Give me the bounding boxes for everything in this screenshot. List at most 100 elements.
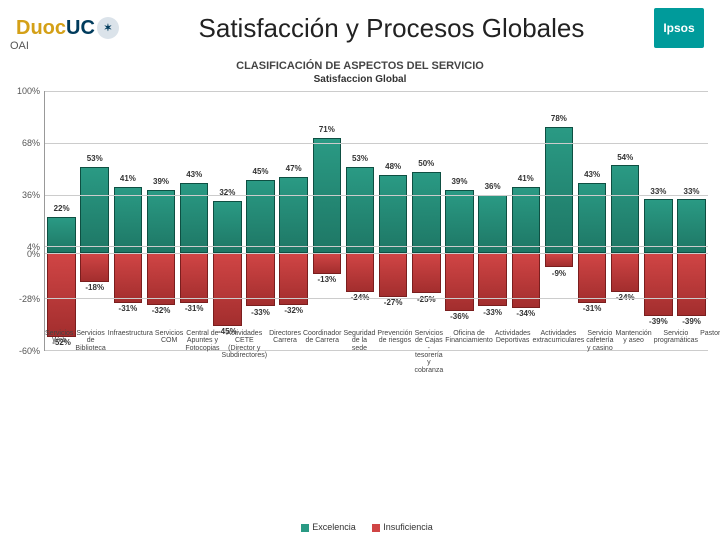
y-tick-label: 36% xyxy=(22,190,40,200)
legend-neg-label: Insuficiencia xyxy=(383,522,433,532)
x-tick-label: Servicio programáticas xyxy=(653,328,699,376)
bar-insuficiencia xyxy=(644,253,673,316)
bar-column: 22%-52% xyxy=(45,91,78,350)
chart-title: CLASIFICACIÓN DE ASPECTOS DEL SERVICIO xyxy=(8,60,712,72)
x-axis: Servicios WebServicios de BibliotecaInfr… xyxy=(44,328,708,376)
bar-excelencia xyxy=(478,195,507,253)
ipsos-logo: Ipsos xyxy=(654,8,704,48)
bar-excelencia xyxy=(246,180,275,253)
plot-wrap: 100%68%36%4%0%-28%-60% 22%-52%53%-18%41%… xyxy=(8,91,712,351)
bar-column: 36%-33% xyxy=(476,91,509,350)
bar-insuficiencia xyxy=(445,253,474,311)
x-tick-label: Actividades CETE (Director y Subdirector… xyxy=(221,328,269,376)
legend: Excelencia Insuficiencia xyxy=(8,522,712,532)
bar-value-pos: 78% xyxy=(545,114,574,123)
bar-insuficiencia xyxy=(346,253,375,292)
bar-insuficiencia xyxy=(47,253,76,337)
x-tick-label: Directores Carrera xyxy=(268,328,302,376)
gridline xyxy=(45,91,708,92)
bar-value-pos: 53% xyxy=(80,154,109,163)
y-tick-label: 68% xyxy=(22,138,40,148)
y-axis: 100%68%36%4%0%-28%-60% xyxy=(8,91,42,351)
bar-value-pos: 45% xyxy=(246,167,275,176)
bar-pair: 53%-18% xyxy=(80,91,109,350)
bar-value-neg: -31% xyxy=(180,304,209,313)
y-tick-label: 100% xyxy=(17,86,40,96)
chart-subtitle: Satisfaccion Global xyxy=(8,74,712,85)
bar-column: 53%-18% xyxy=(78,91,111,350)
chart-area: CLASIFICACIÓN DE ASPECTOS DEL SERVICIO S… xyxy=(8,60,712,532)
bar-column: 43%-31% xyxy=(178,91,211,350)
bar-excelencia xyxy=(346,167,375,253)
x-tick-label: Servicios Web xyxy=(44,328,74,376)
y-tick-label: -28% xyxy=(19,294,40,304)
bar-value-pos: 22% xyxy=(47,204,76,213)
bar-column: 41%-31% xyxy=(111,91,144,350)
bar-excelencia xyxy=(412,172,441,253)
bar-column: 41%-34% xyxy=(509,91,542,350)
bar-column: 33%-39% xyxy=(642,91,675,350)
legend-swatch-pos xyxy=(301,524,309,532)
bar-column: 32%-45% xyxy=(211,91,244,350)
bar-value-neg: -9% xyxy=(545,269,574,278)
bar-insuficiencia xyxy=(313,253,342,274)
x-tick-label: Actividades extracurriculares xyxy=(532,328,586,376)
bar-pair: 22%-52% xyxy=(47,91,76,350)
duoc-logo: DuocUC✶ xyxy=(16,17,119,40)
bar-column: 47%-32% xyxy=(277,91,310,350)
uc-emblem-icon: ✶ xyxy=(97,17,119,39)
bar-pair: 39%-32% xyxy=(147,91,176,350)
bar-excelencia xyxy=(147,190,176,253)
legend-pos-label: Excelencia xyxy=(312,522,356,532)
bar-column: 33%-39% xyxy=(675,91,708,350)
bar-column: 39%-32% xyxy=(144,91,177,350)
gridline xyxy=(45,143,708,144)
bar-value-pos: 53% xyxy=(346,154,375,163)
x-tick-label: Servicio cafetería y casino xyxy=(585,328,614,376)
bar-pair: 36%-33% xyxy=(478,91,507,350)
bar-insuficiencia xyxy=(279,253,308,305)
bar-pair: 50%-25% xyxy=(412,91,441,350)
gridline xyxy=(45,253,708,254)
bar-column: 53%-24% xyxy=(343,91,376,350)
bar-insuficiencia xyxy=(147,253,176,305)
bar-value-neg: -39% xyxy=(677,317,706,326)
bars-container: 22%-52%53%-18%41%-31%39%-32%43%-31%32%-4… xyxy=(45,91,708,350)
bar-value-neg: -39% xyxy=(644,317,673,326)
bar-value-neg: -31% xyxy=(578,304,607,313)
x-tick-label: Oficina de Financiamiento xyxy=(444,328,493,376)
bar-value-pos: 54% xyxy=(611,153,640,162)
bar-insuficiencia xyxy=(114,253,143,303)
oai-label: OAI xyxy=(10,40,29,52)
bar-pair: 78% -9% xyxy=(545,91,574,350)
bar-insuficiencia xyxy=(412,253,441,293)
bar-pair: 43%-31% xyxy=(180,91,209,350)
bar-value-pos: 41% xyxy=(512,174,541,183)
gridline xyxy=(45,298,708,299)
bar-pair: 53%-24% xyxy=(346,91,375,350)
bar-column: 71%-13% xyxy=(310,91,343,350)
plot: 22%-52%53%-18%41%-31%39%-32%43%-31%32%-4… xyxy=(44,91,708,351)
bar-pair: 33%-39% xyxy=(644,91,673,350)
bar-excelencia xyxy=(445,190,474,253)
bar-value-pos: 41% xyxy=(114,174,143,183)
bar-excelencia xyxy=(213,201,242,253)
bar-excelencia xyxy=(677,199,706,252)
bar-value-neg: -13% xyxy=(313,275,342,284)
bar-insuficiencia xyxy=(213,253,242,326)
bar-pair: 43%-31% xyxy=(578,91,607,350)
bar-excelencia xyxy=(644,199,673,252)
x-tick-label: Prevención de riesgos xyxy=(376,328,413,376)
bar-value-neg: -32% xyxy=(147,306,176,315)
bar-pair: 33%-39% xyxy=(677,91,706,350)
gridline xyxy=(45,195,708,196)
bar-pair: 47%-32% xyxy=(279,91,308,350)
bar-value-pos: 32% xyxy=(213,188,242,197)
x-tick-label: Servicios de Cajas - tesorería y cobranz… xyxy=(413,328,444,376)
bar-pair: 41%-31% xyxy=(114,91,143,350)
x-tick-label: Servicios de Biblioteca xyxy=(74,328,106,376)
bar-column: 45%-33% xyxy=(244,91,277,350)
x-tick-label: Pastoral xyxy=(699,328,720,376)
bar-value-pos: 36% xyxy=(478,182,507,191)
x-tick-label: Servicios COM xyxy=(154,328,184,376)
